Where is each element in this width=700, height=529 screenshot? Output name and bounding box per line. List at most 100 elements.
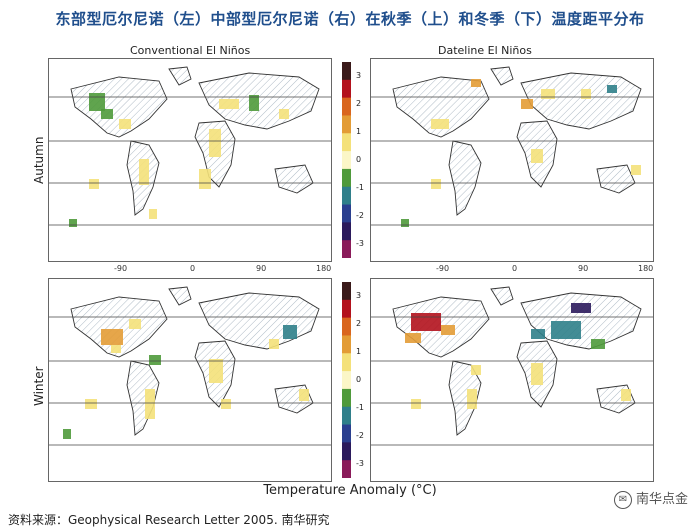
- colorbar-segment: [342, 353, 351, 372]
- x-tick: -90: [436, 264, 450, 273]
- colorbar-bottom: [342, 282, 351, 479]
- x-tick: 180: [638, 264, 654, 273]
- anomaly-cell: [299, 389, 309, 401]
- panel-conventional-autumn: [48, 58, 332, 262]
- anomaly-cell: [89, 179, 99, 189]
- anomaly-cell: [531, 363, 543, 385]
- colorbar-tick-label: 0: [356, 375, 362, 384]
- anomaly-cell: [571, 303, 591, 313]
- anomaly-cell: [85, 399, 97, 409]
- colorbar-segment: [342, 406, 351, 426]
- watermark-text: 南华点金: [635, 492, 688, 507]
- colorbar-tick-label: -2: [356, 431, 364, 440]
- colorbar-tick-label: -3: [356, 239, 364, 248]
- x-tick: 0: [512, 264, 518, 273]
- continent-outline: [168, 66, 192, 86]
- anomaly-cell: [405, 333, 421, 343]
- col-title-conventional: Conventional El Niños: [130, 44, 251, 57]
- panel-dateline-winter: [370, 278, 654, 482]
- anomaly-cell: [149, 355, 161, 365]
- anomaly-cell: [441, 325, 455, 335]
- chat-bubble-icon: ✉: [613, 490, 632, 509]
- anomaly-cell: [139, 159, 149, 185]
- continent-outline: [168, 286, 192, 306]
- colorbar-segment: [342, 335, 351, 354]
- continent-outline: [596, 164, 636, 194]
- anomaly-cell: [471, 365, 481, 375]
- map-dateline-winter: [371, 286, 653, 446]
- anomaly-cell: [521, 99, 533, 109]
- anomaly-cell: [69, 219, 77, 227]
- continent-outline: [520, 72, 642, 130]
- map-conventional-autumn: [49, 66, 331, 227]
- anomaly-cell: [111, 345, 121, 353]
- panel-dateline-autumn: [370, 58, 654, 262]
- anomaly-cell: [401, 219, 409, 227]
- colorbar-segment: [342, 299, 351, 319]
- anomaly-cell: [607, 85, 617, 93]
- anomaly-cell: [411, 399, 421, 409]
- colorbar-segment: [342, 424, 351, 443]
- colorbar-top-svg: [342, 62, 351, 259]
- colorbar-segment: [342, 62, 351, 81]
- map-dateline-autumn: [371, 66, 653, 227]
- colorbar-segment: [342, 388, 351, 408]
- colorbar-tick-label: 1: [356, 127, 362, 136]
- colorbar-segment: [342, 204, 351, 223]
- colorbar-segment: [342, 115, 351, 134]
- anomaly-cell: [63, 429, 71, 439]
- colorbar-segment: [342, 240, 351, 259]
- figure-title: 东部型厄尔尼诺（左）中部型厄尔尼诺（右）在秋季（上）和冬季（下）温度距平分布: [55, 10, 645, 28]
- anomaly-cell: [145, 389, 155, 419]
- anomaly-cell: [219, 99, 239, 109]
- anomaly-cell: [101, 109, 113, 119]
- anomaly-cell: [89, 93, 105, 111]
- x-tick: 0: [190, 264, 196, 273]
- colorbar-tick-label: -3: [356, 459, 364, 468]
- anomaly-cell: [209, 129, 221, 157]
- anomaly-cell: [631, 165, 641, 175]
- anomaly-cell: [431, 119, 449, 129]
- anomaly-cell: [119, 119, 131, 129]
- source-note: 资料来源：Geophysical Research Letter 2005. 南…: [8, 513, 330, 527]
- colorbar-segment: [342, 97, 351, 116]
- anomaly-cell: [591, 339, 605, 349]
- row-label-winter: Winter: [32, 366, 46, 406]
- x-axis-label: Temperature Anomaly (°C): [263, 483, 437, 498]
- panel-conventional-winter: [48, 278, 332, 482]
- anomaly-cell: [411, 313, 441, 331]
- colorbar-bottom-svg: [342, 282, 351, 479]
- anomaly-cell: [431, 179, 441, 189]
- colorbar-tick-label: 2: [356, 319, 362, 328]
- colorbar-tick-label: -1: [356, 183, 364, 192]
- continent-outline: [198, 292, 320, 350]
- anomaly-cell: [531, 149, 543, 163]
- anomaly-cell: [541, 89, 555, 99]
- colorbar-segment: [342, 282, 351, 301]
- anomaly-cell: [471, 79, 481, 87]
- anomaly-cell: [249, 95, 259, 111]
- anomaly-cell: [209, 359, 223, 383]
- anomaly-cell: [283, 325, 297, 339]
- colorbar-tick-label: -2: [356, 211, 364, 220]
- figure: Conventional El Niños Dateline El Niños …: [30, 36, 670, 506]
- continent-outline: [70, 296, 168, 358]
- colorbar-segment: [342, 186, 351, 206]
- anomaly-cell: [279, 109, 289, 119]
- anomaly-cell: [621, 389, 631, 401]
- colorbar-segment: [342, 133, 351, 152]
- watermark: ✉ 南华点金: [613, 488, 688, 509]
- continent-outline: [490, 66, 514, 86]
- colorbar-top: [342, 62, 351, 259]
- continent-outline: [490, 286, 514, 306]
- x-tick: 90: [578, 264, 589, 273]
- colorbar-segment: [342, 222, 351, 241]
- anomaly-cell: [199, 169, 211, 189]
- colorbar-tick-label: 3: [356, 71, 362, 80]
- continent-outline: [392, 76, 490, 138]
- colorbar-tick-label: 1: [356, 347, 362, 356]
- colorbar-tick-label: -1: [356, 403, 364, 412]
- colorbar-segment: [342, 79, 351, 99]
- colorbar-tick-label: 3: [356, 291, 362, 300]
- anomaly-cell: [221, 399, 231, 409]
